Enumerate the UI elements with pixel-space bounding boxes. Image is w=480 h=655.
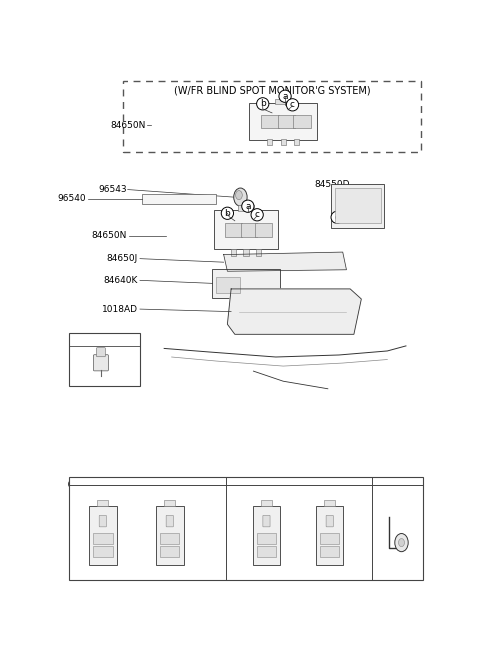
FancyBboxPatch shape xyxy=(326,515,333,527)
Text: 96543: 96543 xyxy=(98,185,127,194)
Text: 93315: 93315 xyxy=(316,489,343,498)
Bar xyxy=(294,139,299,145)
Text: 84650J: 84650J xyxy=(107,254,138,263)
Text: 84650N: 84650N xyxy=(92,231,127,240)
FancyBboxPatch shape xyxy=(225,223,241,237)
FancyBboxPatch shape xyxy=(249,103,317,140)
Circle shape xyxy=(395,534,408,552)
FancyBboxPatch shape xyxy=(320,546,339,557)
FancyBboxPatch shape xyxy=(93,546,112,557)
Polygon shape xyxy=(224,252,347,271)
FancyBboxPatch shape xyxy=(160,533,180,544)
Text: b: b xyxy=(225,209,230,217)
Text: a: a xyxy=(75,335,80,345)
FancyBboxPatch shape xyxy=(160,546,180,557)
Bar xyxy=(142,194,216,204)
Bar xyxy=(267,139,273,145)
FancyBboxPatch shape xyxy=(324,500,335,506)
FancyBboxPatch shape xyxy=(331,184,384,228)
FancyBboxPatch shape xyxy=(261,500,272,506)
FancyBboxPatch shape xyxy=(212,269,280,298)
Circle shape xyxy=(398,538,405,547)
FancyBboxPatch shape xyxy=(214,210,278,250)
Text: b: b xyxy=(72,479,78,489)
Text: 84650N: 84650N xyxy=(110,121,145,130)
Text: 84550D: 84550D xyxy=(315,180,350,189)
FancyBboxPatch shape xyxy=(275,98,291,103)
FancyBboxPatch shape xyxy=(293,115,311,128)
Text: 93310H: 93310H xyxy=(153,489,186,498)
FancyBboxPatch shape xyxy=(263,515,270,527)
FancyBboxPatch shape xyxy=(216,276,240,293)
FancyBboxPatch shape xyxy=(278,115,295,128)
FancyBboxPatch shape xyxy=(241,223,257,237)
Bar xyxy=(243,249,249,255)
Bar xyxy=(256,249,261,255)
FancyBboxPatch shape xyxy=(320,533,339,544)
FancyBboxPatch shape xyxy=(96,348,106,357)
FancyBboxPatch shape xyxy=(316,506,344,565)
FancyBboxPatch shape xyxy=(93,533,112,544)
FancyBboxPatch shape xyxy=(94,355,108,371)
Circle shape xyxy=(236,191,242,200)
Text: 95120: 95120 xyxy=(391,479,422,489)
FancyBboxPatch shape xyxy=(164,500,175,506)
Text: b: b xyxy=(260,100,265,108)
Bar xyxy=(280,139,286,145)
FancyBboxPatch shape xyxy=(99,515,107,527)
Text: 96540: 96540 xyxy=(58,194,86,203)
Text: c: c xyxy=(255,210,260,219)
Bar xyxy=(69,477,423,580)
Text: 1018AD: 1018AD xyxy=(102,305,138,314)
FancyBboxPatch shape xyxy=(89,506,117,565)
FancyBboxPatch shape xyxy=(97,500,108,506)
FancyBboxPatch shape xyxy=(123,81,421,152)
Polygon shape xyxy=(228,289,361,334)
Text: d: d xyxy=(376,479,382,489)
FancyBboxPatch shape xyxy=(257,546,276,557)
Bar xyxy=(231,249,236,255)
FancyBboxPatch shape xyxy=(335,188,381,223)
FancyBboxPatch shape xyxy=(239,205,253,211)
FancyBboxPatch shape xyxy=(252,506,280,565)
Circle shape xyxy=(234,188,247,206)
FancyBboxPatch shape xyxy=(257,533,276,544)
Text: a: a xyxy=(245,202,251,211)
Text: 93315: 93315 xyxy=(253,489,280,498)
FancyBboxPatch shape xyxy=(156,506,183,565)
Text: c: c xyxy=(290,100,295,109)
Text: 84658N: 84658N xyxy=(87,335,122,345)
Text: 93310H: 93310H xyxy=(86,489,119,498)
Text: 84640K: 84640K xyxy=(104,276,138,285)
Text: d: d xyxy=(334,213,340,222)
Bar xyxy=(69,333,140,386)
FancyBboxPatch shape xyxy=(261,115,278,128)
Text: a: a xyxy=(282,92,288,101)
FancyBboxPatch shape xyxy=(166,515,173,527)
FancyBboxPatch shape xyxy=(255,223,272,237)
Text: (W/FR BLIND SPOT MONITOR'G SYSTEM): (W/FR BLIND SPOT MONITOR'G SYSTEM) xyxy=(174,85,371,95)
Text: c: c xyxy=(230,479,236,489)
